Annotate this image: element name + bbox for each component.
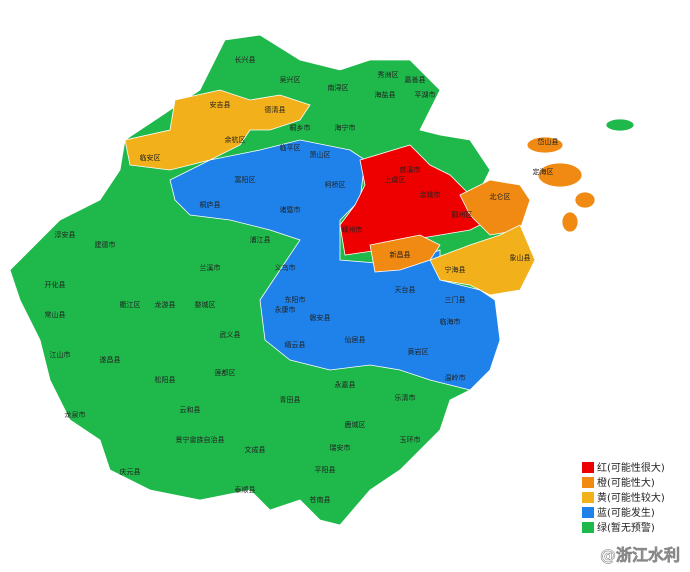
region-label: 安吉县	[210, 100, 231, 109]
region-label: 苍南县	[310, 495, 331, 504]
island	[537, 162, 583, 188]
legend-label: 红(可能性很大)	[597, 461, 665, 474]
region-label: 云和县	[180, 405, 201, 414]
map-shapes	[9, 34, 635, 526]
island	[561, 211, 579, 233]
region-label: 龙游县	[155, 300, 176, 309]
region-label: 新昌县	[390, 250, 411, 259]
region-label: 德清县	[265, 105, 286, 114]
region-label: 莲都区	[215, 368, 236, 377]
region-label: 温岭市	[445, 373, 466, 382]
region-label: 江山市	[50, 350, 71, 359]
region-label: 定海区	[533, 167, 554, 176]
region-label: 桐乡市	[290, 123, 311, 132]
region-label: 嘉善县	[405, 75, 426, 84]
region-label: 乐清市	[395, 393, 416, 402]
region-label: 永嘉县	[335, 380, 356, 389]
region-label: 武义县	[220, 330, 241, 339]
region-label: 桐庐县	[200, 200, 221, 209]
region-label: 萧山区	[310, 150, 331, 159]
yellow-zone	[429, 224, 536, 296]
region-label: 海盐县	[375, 90, 396, 99]
legend-swatch	[582, 507, 594, 518]
region-label: 义乌市	[275, 263, 296, 272]
region-label: 庆元县	[120, 467, 141, 476]
legend-swatch	[582, 462, 594, 473]
region-label: 余杭区	[225, 135, 246, 144]
region-label: 建德市	[95, 240, 116, 249]
region-label: 平湖市	[415, 90, 436, 99]
region-label: 岱山县	[538, 137, 559, 146]
region-label: 宁海县	[445, 265, 466, 274]
red-zone	[339, 144, 491, 256]
region-label: 淳安县	[55, 230, 76, 239]
region-label: 衢江区	[120, 300, 141, 309]
island	[574, 191, 596, 209]
region-label: 开化县	[45, 280, 66, 289]
region-label: 文成县	[245, 445, 266, 454]
region-label: 临安区	[140, 153, 161, 162]
legend-swatch	[582, 522, 594, 533]
region-label: 玉环市	[400, 435, 421, 444]
island	[526, 136, 564, 154]
region-label: 南浔区	[328, 83, 349, 92]
region-label: 慈溪市	[400, 165, 421, 174]
watermark: @浙江水利	[600, 546, 680, 565]
legend-label: 橙(可能性大)	[597, 476, 655, 489]
region-label: 临海市	[440, 317, 461, 326]
region-label: 磐安县	[310, 313, 331, 322]
region-label: 缙云县	[285, 340, 306, 349]
region-label: 景宁畲族自治县	[176, 435, 225, 444]
region-label: 长兴县	[235, 55, 256, 64]
region-label: 柯桥区	[325, 180, 346, 189]
region-label: 黄岩区	[408, 347, 429, 356]
region-label: 婺城区	[195, 300, 216, 309]
region-label: 龙泉市	[65, 410, 86, 419]
legend-label: 蓝(可能发生)	[597, 506, 655, 519]
legend-swatch	[582, 477, 594, 488]
region-label: 浦江县	[250, 235, 271, 244]
region-label: 北仑区	[490, 192, 511, 201]
legend: 红(可能性很大) 橙(可能性大) 黄(可能性较大) 蓝(可能发生) 绿(暂无预警)	[582, 461, 665, 534]
region-label: 平阳县	[315, 465, 336, 474]
region-label: 诸暨市	[280, 205, 301, 214]
yellow-zone	[124, 89, 311, 171]
region-label: 瑞安市	[330, 443, 351, 452]
region-label: 遂昌县	[100, 355, 121, 364]
region-label: 松阳县	[155, 375, 176, 384]
region-label: 三门县	[445, 295, 466, 304]
region-label: 永康市	[275, 305, 296, 314]
region-label: 天台县	[395, 285, 416, 294]
legend-label: 黄(可能性较大)	[597, 491, 665, 504]
region-label: 泰顺县	[235, 485, 256, 494]
region-label: 秀洲区	[378, 70, 399, 79]
region-label: 海宁市	[335, 123, 356, 132]
orange-zone	[459, 179, 531, 236]
region-label: 东阳市	[285, 295, 306, 304]
region-label: 余姚市	[420, 190, 441, 199]
region-label: 临平区	[280, 143, 301, 152]
region-label: 青田县	[280, 395, 301, 404]
region-label: 鄞州区	[452, 210, 473, 219]
region-label: 嵊州市	[342, 225, 363, 234]
region-label: 鹿城区	[345, 420, 366, 429]
region-label: 吴兴区	[280, 75, 301, 84]
region-label: 上虞区	[385, 175, 406, 184]
island	[605, 118, 635, 132]
legend-swatch	[582, 492, 594, 503]
region-label: 富阳区	[235, 175, 256, 184]
region-label: 象山县	[510, 253, 531, 262]
region-label: 仙居县	[345, 335, 366, 344]
legend-label: 绿(暂无预警)	[597, 521, 655, 534]
region-label: 兰溪市	[200, 263, 221, 272]
region-label: 常山县	[45, 310, 66, 319]
